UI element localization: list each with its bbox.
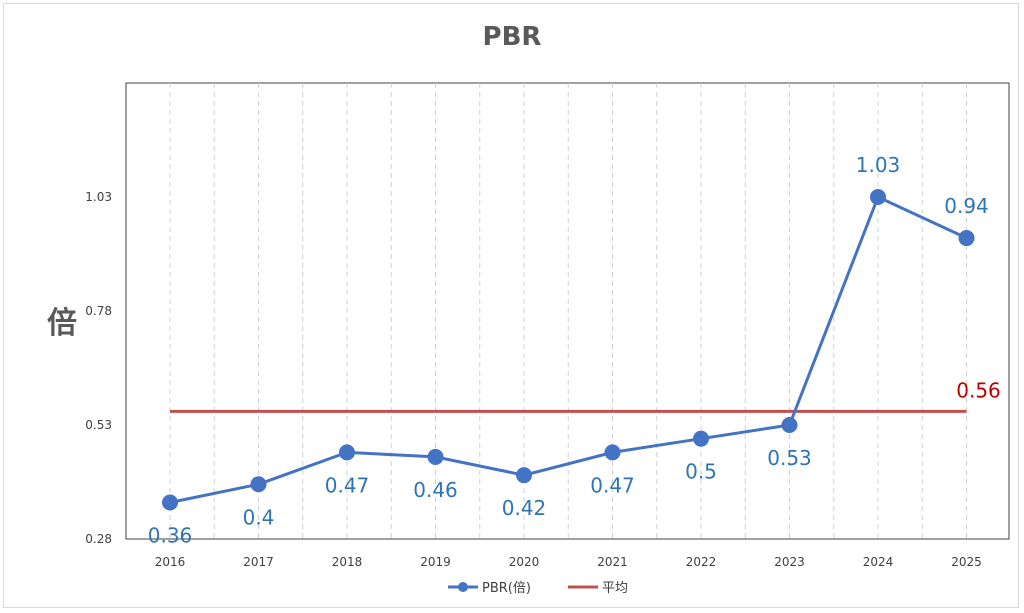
y-tick-label: 0.53: [85, 418, 112, 432]
pbr-point: [870, 189, 886, 205]
y-axis-ticks: 0.28 0.53 0.78 1.03: [85, 190, 112, 546]
pbr-data-label: 0.46: [413, 478, 458, 502]
pbr-data-label: 0.4: [243, 505, 275, 529]
average-data-label: 0.56: [956, 378, 1001, 402]
pbr-data-label: 1.03: [856, 153, 901, 177]
pbr-point: [781, 417, 798, 433]
legend-average-label: 平均: [602, 581, 628, 596]
pbr-point: [250, 476, 267, 493]
x-tick-label: 2023: [774, 555, 805, 569]
x-tick-label: 2016: [155, 555, 186, 569]
x-tick-label: 2025: [951, 555, 982, 569]
legend: PBR(倍) 平均: [448, 581, 628, 596]
average-series: 0.56: [170, 378, 1001, 413]
pbr-point: [604, 444, 621, 461]
chart-title: PBR: [483, 22, 542, 52]
y-tick-label: 1.03: [85, 190, 112, 204]
x-tick-label: 2019: [420, 555, 451, 569]
legend-pbr-swatch-marker: [458, 582, 468, 592]
pbr-data-label: 0.47: [325, 473, 370, 497]
plot-area: [125, 82, 1010, 540]
y-tick-label: 0.28: [85, 532, 112, 546]
pbr-point: [339, 444, 355, 461]
grid-lines: [169, 83, 967, 539]
pbr-data-label: 0.36: [148, 524, 193, 548]
pbr-point: [958, 230, 975, 247]
pbr-point: [693, 430, 709, 447]
pbr-data-label: 0.5: [685, 460, 717, 484]
x-tick-label: 2022: [686, 555, 717, 569]
x-axis-ticks: 2016 2017 2018 2019 2020 2021 2022 2023 2024 2025: [155, 555, 982, 569]
pbr-data-label: 0.47: [590, 473, 635, 497]
x-tick-label: 2020: [509, 555, 540, 569]
y-tick-label: 0.78: [85, 304, 112, 318]
y-axis-label: 倍: [47, 306, 77, 341]
pbr-data-label: 0.94: [944, 194, 989, 218]
pbr-point: [516, 467, 532, 484]
x-tick-label: 2024: [863, 555, 894, 569]
pbr-point: [162, 494, 178, 511]
x-tick-label: 2018: [332, 555, 363, 569]
pbr-data-label: 0.42: [502, 496, 547, 520]
x-tick-label: 2017: [243, 555, 274, 569]
pbr-series: 0.36 0.4 0.47 0.46 0.42 0.47 0.5 0.53 1.03 0.94: [148, 153, 989, 548]
pbr-line: [169, 194, 968, 504]
x-tick-label: 2021: [597, 555, 628, 569]
pbr-point: [427, 448, 444, 465]
pbr-data-label: 0.53: [767, 446, 812, 470]
legend-pbr-label: PBR(倍): [482, 581, 531, 596]
